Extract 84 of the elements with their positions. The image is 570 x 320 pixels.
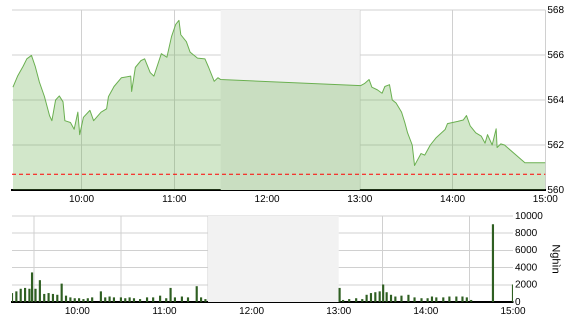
y-tick-label: 10000 (514, 210, 544, 222)
bar (200, 297, 202, 302)
bar (442, 297, 444, 302)
bar (413, 297, 416, 302)
bar (139, 299, 142, 302)
bar (43, 294, 46, 302)
y-tick-label: 4000 (514, 262, 538, 274)
y-tick-label: 8000 (514, 228, 538, 239)
bar (48, 293, 50, 302)
x-tick-label: 15:00 (532, 194, 558, 205)
y-axis-title: Nghìn (549, 244, 562, 274)
bar (24, 288, 26, 302)
y-tick-label: 2000 (514, 280, 538, 291)
bar (152, 297, 154, 302)
bar (196, 286, 198, 302)
x-tick-label: 14:00 (413, 306, 439, 317)
bar (30, 272, 34, 302)
bar (174, 297, 176, 302)
bar (394, 296, 396, 302)
x-tick-label: 13:00 (326, 306, 352, 317)
bar (124, 298, 126, 302)
bar (466, 297, 468, 302)
bar (407, 294, 410, 302)
bar (435, 297, 438, 302)
y-tick-label: 0 (514, 296, 521, 308)
bar (426, 298, 429, 302)
bar (15, 291, 18, 302)
bar (100, 291, 102, 302)
bar (108, 296, 111, 302)
x-tick-label: 14:00 (440, 194, 466, 205)
bar (112, 297, 116, 302)
bar (420, 298, 423, 302)
bar (146, 297, 148, 302)
x-tick-label: 12:00 (254, 194, 280, 205)
x-tick-label: 15:00 (500, 306, 526, 317)
bar (38, 280, 41, 302)
bar (120, 297, 122, 302)
y-tick-label: 562 (547, 140, 564, 151)
bar (69, 297, 72, 302)
x-tick-label: 10:00 (69, 194, 95, 205)
bar (390, 294, 392, 302)
bar (91, 297, 94, 302)
bar (169, 288, 172, 302)
bar (370, 293, 372, 302)
bar (104, 297, 106, 302)
bar (400, 296, 403, 302)
bar (159, 296, 162, 302)
x-tick-label: 11:00 (162, 194, 187, 205)
bar (74, 298, 76, 302)
bar (492, 224, 494, 302)
bar (430, 296, 434, 302)
y-tick-label: 560 (547, 184, 564, 196)
bar (86, 298, 89, 302)
bar (461, 296, 464, 302)
bar (132, 298, 136, 302)
bar (78, 298, 80, 302)
bar (338, 288, 341, 302)
bar (355, 298, 358, 302)
bar (82, 299, 85, 302)
bar (348, 299, 350, 302)
x-tick-label: 12:00 (239, 306, 265, 317)
bar (128, 297, 131, 302)
bar (382, 284, 384, 302)
bar (20, 288, 22, 302)
bar (180, 296, 183, 302)
x-tick-label: 11:00 (152, 306, 178, 317)
bar (186, 297, 190, 302)
bar (52, 294, 54, 302)
bar (361, 299, 364, 302)
bar (448, 296, 450, 302)
y-tick-label: 564 (547, 94, 564, 106)
bar (165, 298, 168, 302)
y-tick-label: 6000 (514, 245, 538, 256)
bar (374, 292, 376, 302)
bar (204, 299, 207, 302)
bar (60, 284, 63, 302)
y-tick-label: 566 (547, 50, 564, 61)
bar (366, 294, 368, 302)
bar (64, 296, 68, 302)
x-tick-label: 10:00 (64, 306, 90, 317)
bar (455, 296, 458, 302)
y-tick-label: 568 (547, 4, 564, 16)
x-tick-label: 13:00 (347, 194, 373, 205)
bar (56, 294, 58, 302)
